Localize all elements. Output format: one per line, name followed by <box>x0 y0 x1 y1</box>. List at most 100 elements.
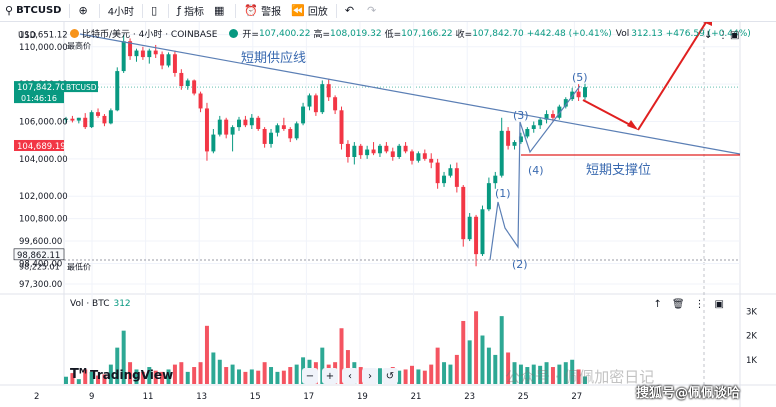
candle-body[interactable] <box>134 50 139 57</box>
candle-body[interactable] <box>204 108 209 152</box>
candle-body[interactable] <box>448 168 453 176</box>
more-options-button[interactable]: ⋮ <box>718 30 728 41</box>
volume-bar[interactable] <box>179 362 184 384</box>
volume-bar[interactable] <box>538 365 543 384</box>
volume-bar[interactable] <box>512 362 517 384</box>
candle-body[interactable] <box>160 54 165 66</box>
volume-bar[interactable] <box>134 369 139 384</box>
candle-body[interactable] <box>403 145 408 152</box>
candle-body[interactable] <box>249 117 254 126</box>
volume-bar[interactable] <box>185 371 190 384</box>
candle-body[interactable] <box>435 162 440 184</box>
volume-bar[interactable] <box>467 340 472 384</box>
candle-body[interactable] <box>179 72 184 87</box>
fullscreen-button[interactable]: ▣ <box>730 30 740 41</box>
volume-bar[interactable] <box>576 369 581 384</box>
candle-body[interactable] <box>166 54 171 66</box>
candle-body[interactable] <box>499 130 504 176</box>
layout-button[interactable]: ▦ <box>209 0 232 22</box>
volume-bar[interactable] <box>518 364 523 384</box>
candle-body[interactable] <box>518 136 523 143</box>
volume-bar[interactable] <box>557 364 562 384</box>
chart-canvas[interactable]: 短期供应线 短期支撑位 (1) (2) (3) (4) (5) USD110,6… <box>0 14 776 407</box>
replay-button[interactable]: ⏪ 回放 <box>286 0 333 22</box>
volume-bar[interactable] <box>531 364 536 384</box>
price-axis-currency[interactable]: USD <box>18 31 37 41</box>
candle-body[interactable] <box>89 112 94 128</box>
volume-bar[interactable] <box>192 367 197 384</box>
volume-bar[interactable] <box>128 362 133 384</box>
candle-body[interactable] <box>486 183 491 210</box>
candle-body[interactable] <box>538 119 543 126</box>
candle-body[interactable] <box>506 130 511 146</box>
volume-bar[interactable] <box>320 347 325 384</box>
candle-body[interactable] <box>339 110 344 144</box>
zoom-in-button[interactable]: + <box>322 368 338 384</box>
volume-bar[interactable] <box>256 370 261 384</box>
candle-body[interactable] <box>397 145 402 157</box>
volume-bar[interactable] <box>461 320 466 384</box>
candle-body[interactable] <box>243 119 248 126</box>
candle-body[interactable] <box>345 143 350 157</box>
candle-body[interactable] <box>512 142 517 146</box>
candle-body[interactable] <box>108 110 113 124</box>
candle-body[interactable] <box>371 149 376 154</box>
candle-body[interactable] <box>275 125 280 133</box>
candle-body[interactable] <box>76 117 81 121</box>
volume-bar[interactable] <box>422 370 427 384</box>
candle-body[interactable] <box>102 115 107 124</box>
candle-body[interactable] <box>230 127 235 135</box>
candle-body[interactable] <box>313 95 318 113</box>
candle-body[interactable] <box>525 128 530 137</box>
candle-body[interactable] <box>326 84 331 98</box>
volume-bar[interactable] <box>435 347 440 384</box>
volume-bar[interactable] <box>160 371 165 384</box>
volume-bar[interactable] <box>217 359 222 384</box>
volume-bar[interactable] <box>429 364 434 384</box>
candle-body[interactable] <box>320 84 325 113</box>
pane-maximize-button[interactable]: ▣ <box>714 299 724 310</box>
volume-bar[interactable] <box>249 369 254 384</box>
candle-body[interactable] <box>480 209 485 255</box>
candle-body[interactable] <box>454 168 459 187</box>
volume-bar[interactable] <box>70 373 75 384</box>
pane-delete-button[interactable]: 🗑 <box>671 299 685 310</box>
volume-bar[interactable] <box>153 370 158 384</box>
pane-more-button[interactable]: ⋮ <box>694 299 705 310</box>
candle-body[interactable] <box>442 175 447 184</box>
candle-body[interactable] <box>467 216 472 240</box>
candle-body[interactable] <box>544 114 549 120</box>
candle-body[interactable] <box>422 153 427 159</box>
candle-body[interactable] <box>377 145 382 154</box>
candle-body[interactable] <box>576 91 581 98</box>
candle-body[interactable] <box>115 71 120 111</box>
volume-bar[interactable] <box>563 362 568 384</box>
volume-bar[interactable] <box>550 367 555 384</box>
volume-bar[interactable] <box>237 369 241 384</box>
volume-bar[interactable] <box>64 376 68 384</box>
candle-body[interactable] <box>461 186 466 240</box>
candle-body[interactable] <box>198 93 203 109</box>
candle-body[interactable] <box>365 149 370 156</box>
candle-body[interactable] <box>211 134 216 152</box>
candle-body[interactable] <box>64 118 68 120</box>
volume-bar[interactable] <box>262 362 267 384</box>
volume-bar[interactable] <box>198 362 203 384</box>
volume-bar[interactable] <box>288 367 293 384</box>
undo-button[interactable]: ↶ <box>340 0 362 22</box>
volume-bar[interactable] <box>166 369 171 384</box>
scroll-right-button[interactable]: › <box>362 368 378 384</box>
candle-body[interactable] <box>557 106 562 118</box>
volume-bar[interactable] <box>275 371 280 384</box>
volume-bar[interactable] <box>480 335 485 384</box>
volume-bar[interactable] <box>544 362 549 384</box>
volume-bar[interactable] <box>140 371 145 384</box>
redo-button[interactable]: ↷ <box>362 0 384 22</box>
candle-body[interactable] <box>307 95 312 107</box>
indicators-button[interactable]: ƒ 指标 <box>172 0 209 22</box>
candle-body[interactable] <box>256 117 261 129</box>
volume-bar[interactable] <box>224 367 229 384</box>
candle-body[interactable] <box>147 50 152 58</box>
candle-body[interactable] <box>128 41 133 57</box>
supply-trendline[interactable] <box>79 33 741 155</box>
